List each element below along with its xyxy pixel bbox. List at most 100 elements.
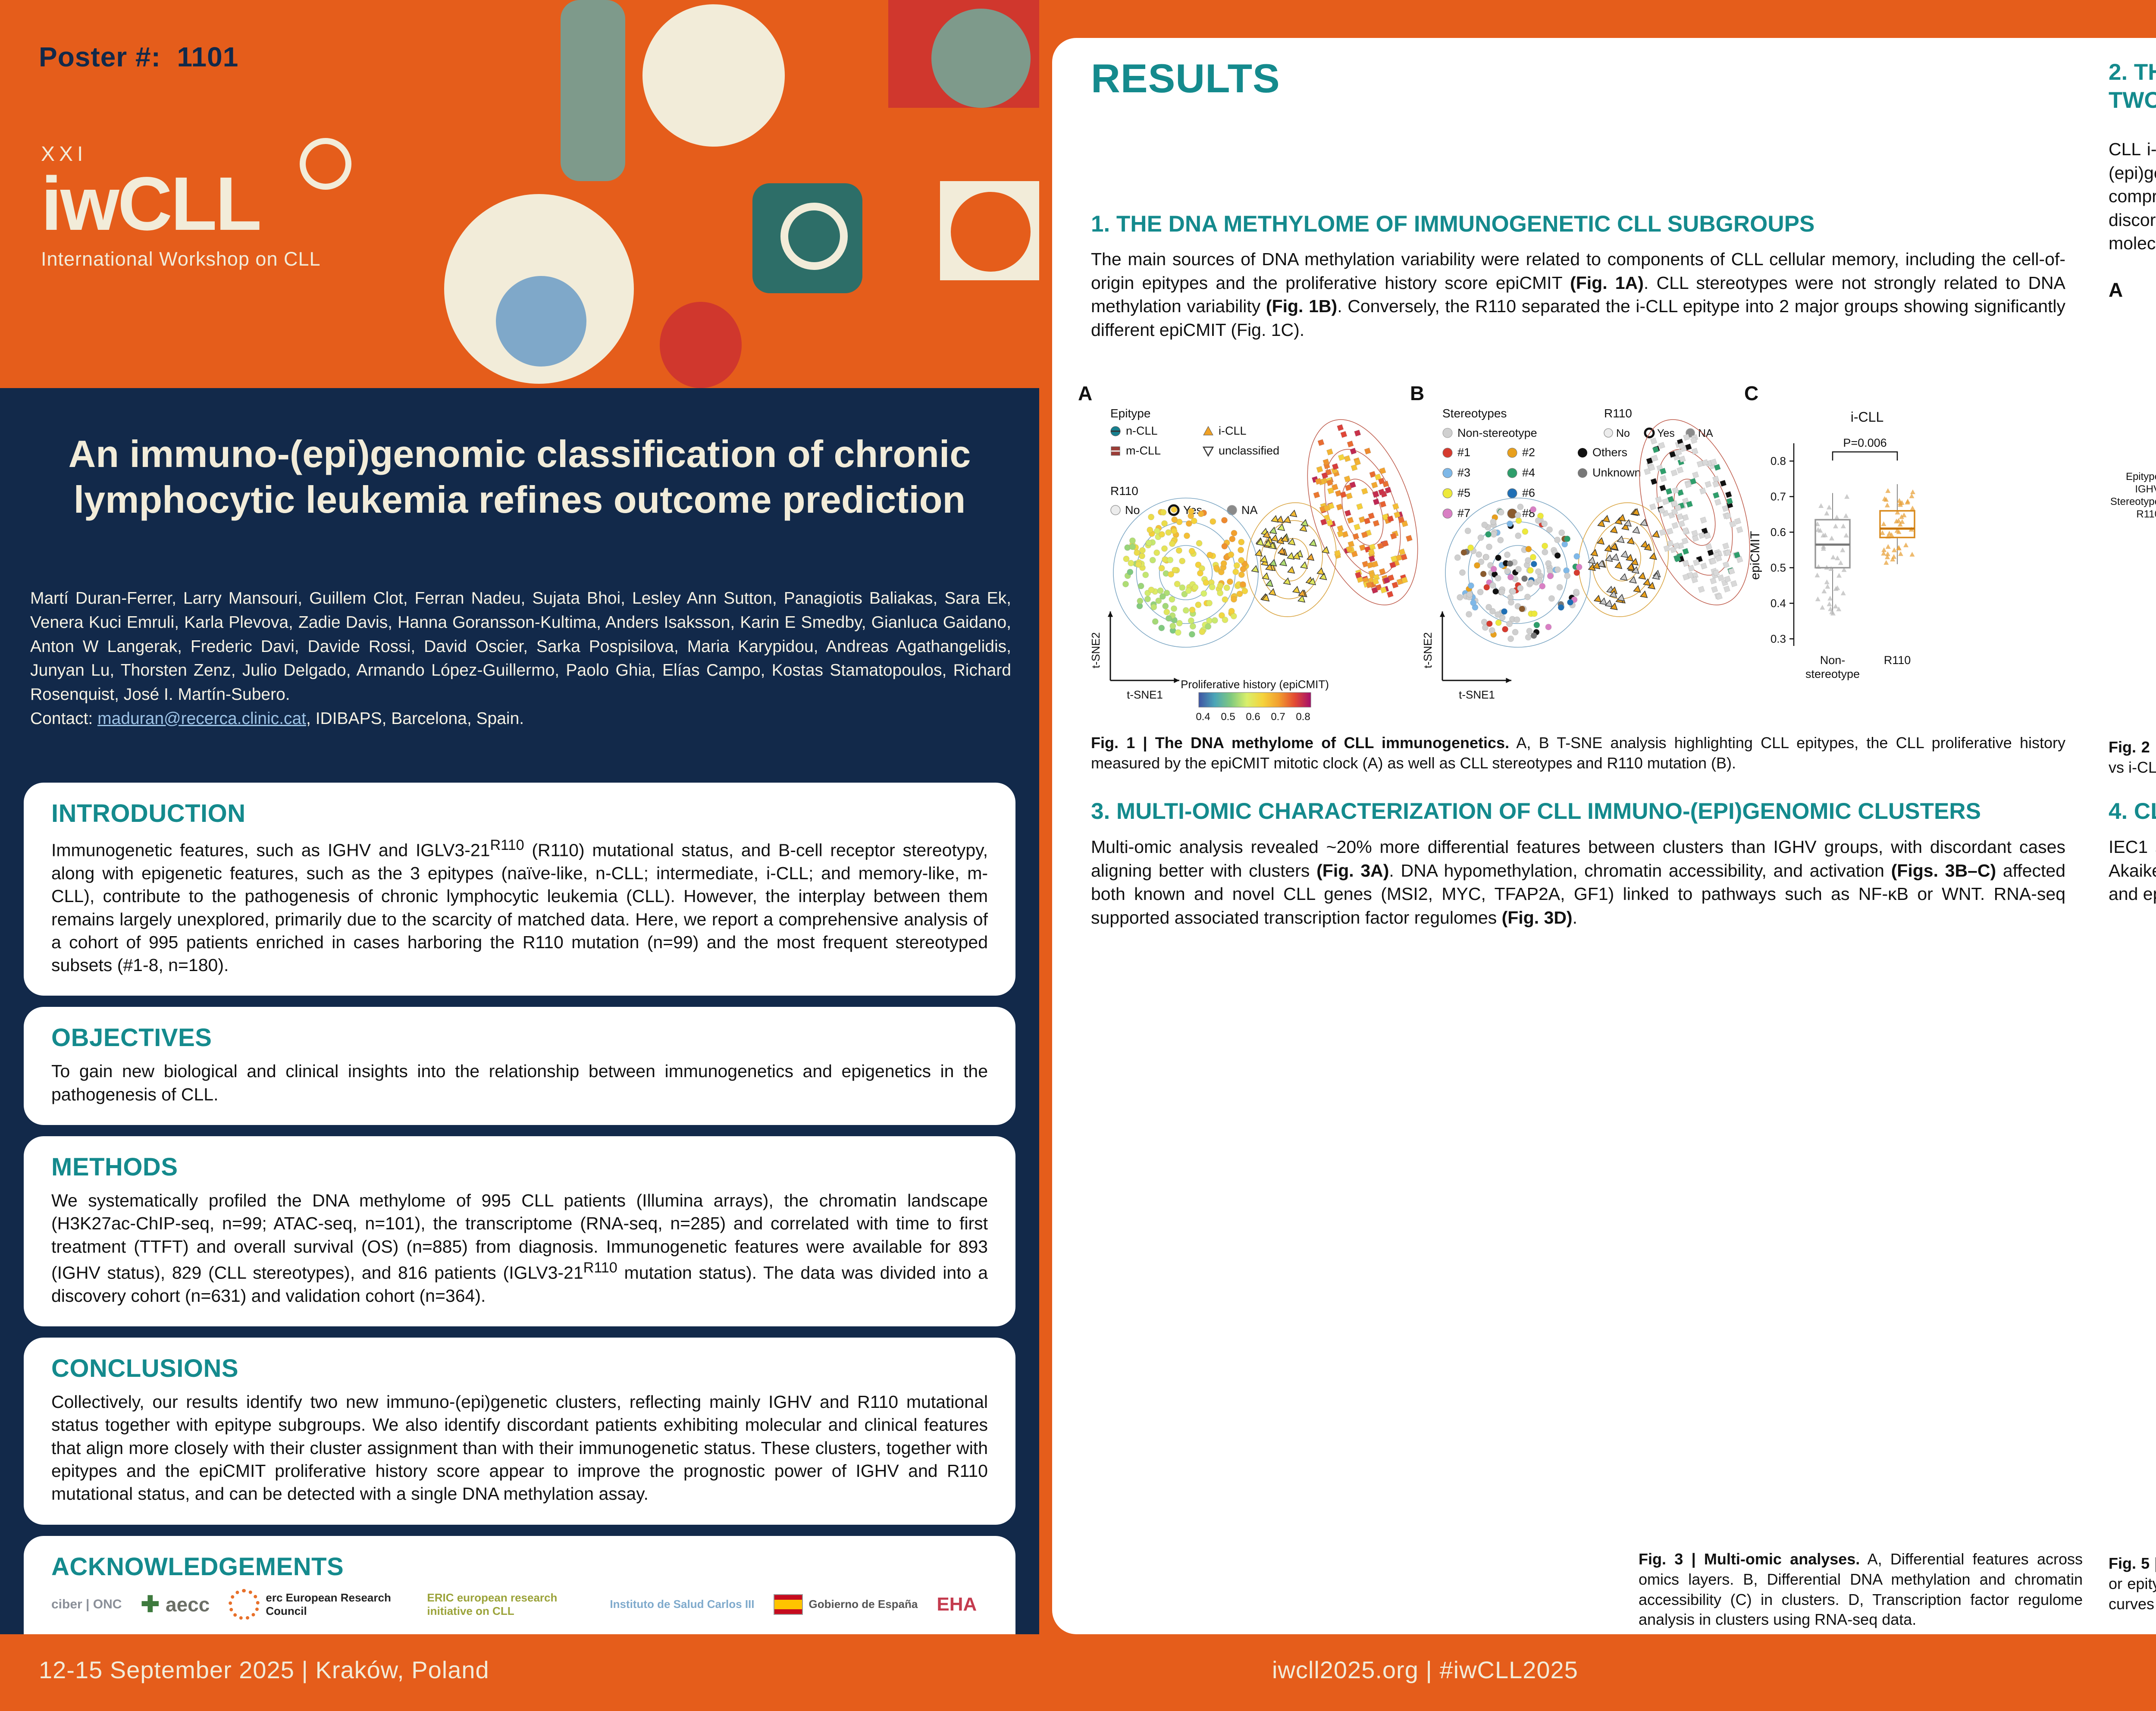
introduction-heading: INTRODUCTION xyxy=(51,799,246,827)
authors-list: Martí Duran-Ferrer, Larry Mansouri, Guil… xyxy=(30,589,1011,704)
svg-text:m-CLL: m-CLL xyxy=(1126,444,1161,457)
eha-logo: EHA xyxy=(937,1593,977,1615)
erc-logo: erc European Research Council xyxy=(229,1589,408,1620)
svg-text:Others: Others xyxy=(1592,446,1627,459)
section4-paragraph: IEC1 showed shorter TTFT and OS regardle… xyxy=(2109,837,2156,904)
figure-canvas: A B C Epitype n-CLL i-CLL m-CLL unclassified R11… xyxy=(1078,382,1915,723)
figure2-caption: Fig. 2 | Identification and validation o… xyxy=(2109,738,2156,776)
section3-paragraph: Multi-omic analysis revealed ~20% more d… xyxy=(1091,837,2065,928)
methods-heading: METHODS xyxy=(51,1153,178,1181)
figure3-legend xyxy=(1091,1549,1621,1631)
introduction-body: Immunogenetic features, such as IGHV and… xyxy=(51,837,988,975)
figure-canvas: ABDiscovery cohort (n=631)Validation coh… xyxy=(2109,279,2156,520)
svg-text:NA: NA xyxy=(1698,427,1713,439)
card-methods: METHODS We systematically profiled the D… xyxy=(24,1136,1015,1327)
card-introduction: INTRODUCTION Immunogenetic features, suc… xyxy=(24,783,1015,996)
svg-text:C: C xyxy=(1744,382,1758,404)
poster-number-value: 1101 xyxy=(177,41,239,72)
objectives-heading: OBJECTIVES xyxy=(51,1024,212,1052)
deco-cream-circle xyxy=(642,4,785,147)
deco-sage-circle xyxy=(931,9,1031,108)
footer-web-hashtag: iwcll2025.org | #iwCLL2025 xyxy=(1272,1656,1578,1683)
conclusions-body: Collectively, our results identify two n… xyxy=(51,1392,988,1504)
svg-text:0.6: 0.6 xyxy=(1246,711,1260,723)
svg-text:R110: R110 xyxy=(1604,407,1632,420)
section1-paragraph: The main sources of DNA methylation vari… xyxy=(1091,249,2066,340)
svg-text:NA: NA xyxy=(1241,504,1258,517)
svg-text:unclassified: unclassified xyxy=(1219,444,1279,457)
svg-text:0.6: 0.6 xyxy=(1771,526,1786,539)
svg-text:No: No xyxy=(1125,504,1140,517)
isciii-logo: Instituto de Salud Carlos III xyxy=(610,1598,755,1611)
svg-text:#4: #4 xyxy=(1522,466,1535,479)
figure2-classifier: ABDiscovery cohort (n=631)Validation coh… xyxy=(2096,262,2156,732)
results-panel: RESULTS 1. THE DNA METHYLOME OF IMMUNOGE… xyxy=(1052,38,2156,1634)
eric-logo: ERIC european research initiative on CLL xyxy=(427,1591,558,1617)
spain-flag-icon xyxy=(773,1594,803,1615)
svg-text:Non-: Non- xyxy=(1820,654,1846,667)
svg-text:0.4: 0.4 xyxy=(1771,597,1786,610)
authors-block: Martí Duran-Ferrer, Larry Mansouri, Guil… xyxy=(30,586,1011,731)
figure1-tsne: A B C Epitype n-CLL i-CLL m-CLL unclassified R11… xyxy=(1069,370,2074,732)
svg-text:R110: R110 xyxy=(1110,484,1138,498)
section3-heading: 3. MULTI-OMIC CHARACTERIZATION OF CLL IM… xyxy=(1091,799,1981,824)
svg-text:No: No xyxy=(1616,427,1630,439)
figure3C-atac-heatmap xyxy=(1598,950,2085,1420)
erc-circle-icon xyxy=(229,1589,260,1620)
footer-date-location: 12-15 September 2025 | Kraków, Poland xyxy=(39,1656,489,1683)
svg-text:Unknown: Unknown xyxy=(1592,466,1641,479)
svg-text:A: A xyxy=(1078,382,1092,404)
iwcll-logo: XXI iwCLL International Workshop on CLL xyxy=(41,138,351,270)
poster-title: An immuno-(epi)genomic classification of… xyxy=(68,432,971,521)
svg-text:n-CLL: n-CLL xyxy=(1126,424,1158,437)
svg-text:#2: #2 xyxy=(1522,446,1535,459)
logo-name: iwCLL xyxy=(41,162,262,246)
deco-red-circle xyxy=(660,302,742,388)
sidebar-header: Poster #: 1101 XXI iwCLL International W… xyxy=(0,0,1039,388)
svg-text:0.7: 0.7 xyxy=(1771,490,1786,503)
figure3B-heatmap xyxy=(1082,1297,1591,1545)
deco-orange-circle xyxy=(951,192,1031,272)
svg-text:0.5: 0.5 xyxy=(1221,711,1235,723)
card-conclusions: CONCLUSIONS Collectively, our results id… xyxy=(24,1338,1015,1525)
contact-tail: , IDIBAPS, Barcelona, Spain. xyxy=(306,709,524,728)
conclusions-heading: CONCLUSIONS xyxy=(51,1354,239,1383)
ciber-onc-logo: ciber | ONC xyxy=(51,1597,122,1611)
figure1-caption: Fig. 1 | The DNA methylome of CLL immuno… xyxy=(1091,734,2065,772)
svg-text:epiCMIT: epiCMIT xyxy=(1748,531,1762,580)
methods-body: We systematically profiled the DNA methy… xyxy=(51,1191,988,1306)
svg-text:Stereotypes: Stereotypes xyxy=(1442,407,1507,420)
figure3D-tf-regulomes xyxy=(1598,1426,2085,1546)
section1-heading: 1. THE DNA METHYLOME OF IMMUNOGENETIC CL… xyxy=(1091,211,1815,237)
svg-text:#7: #7 xyxy=(1457,507,1470,520)
svg-text:R110: R110 xyxy=(2136,508,2156,520)
contact-email-link[interactable]: maduran@recerca.clinic.cat xyxy=(97,709,307,728)
acknowledgements-heading: ACKNOWLEDGEMENTS xyxy=(51,1552,344,1581)
svg-text:0.5: 0.5 xyxy=(1771,561,1786,574)
figure5C-aic-models xyxy=(2104,1310,2156,1545)
svg-text:i-CLL: i-CLL xyxy=(1219,424,1247,437)
deco-sage-bar xyxy=(561,0,625,181)
contact-label: Contact: xyxy=(30,709,98,728)
section2-paragraph: CLL i-CLL and i-CLL-R110 cases showed 31… xyxy=(2109,139,2156,254)
svg-text:Epitype: Epitype xyxy=(1110,407,1150,420)
deco-blue-circle xyxy=(496,276,586,367)
svg-text:#6: #6 xyxy=(1522,486,1535,499)
svg-text:0.4: 0.4 xyxy=(1196,711,1210,723)
svg-text:B: B xyxy=(1410,382,1424,404)
figure5-caption: Fig. 5 | Clinical associations of CLL cl… xyxy=(2109,1554,2156,1613)
poster-number-label: Poster #: xyxy=(39,41,161,72)
sidebar-cards: INTRODUCTION Immunogenetic features, suc… xyxy=(24,783,1015,1682)
svg-text:Yes: Yes xyxy=(1657,427,1675,439)
deco-ring xyxy=(780,203,848,270)
svg-text:i-CLL: i-CLL xyxy=(1851,409,1883,425)
aecc-cross-icon: ✚ xyxy=(141,1592,160,1617)
svg-text:Proliferative history (epiCMIT: Proliferative history (epiCMIT) xyxy=(1181,678,1329,691)
svg-text:0.7: 0.7 xyxy=(1271,711,1285,723)
objectives-body: To gain new biological and clinical insi… xyxy=(51,1061,988,1104)
svg-text:t-SNE1: t-SNE1 xyxy=(1459,688,1495,701)
svg-text:P=0.006: P=0.006 xyxy=(1843,436,1887,449)
svg-text:Stereotype: Stereotype xyxy=(2110,496,2156,508)
gobierno-logo: Gobierno de España xyxy=(773,1594,918,1615)
section4-heading: 4. CLINICAL IMPLICATIONS OF CLL IMMUNO-(… xyxy=(2109,799,2156,824)
